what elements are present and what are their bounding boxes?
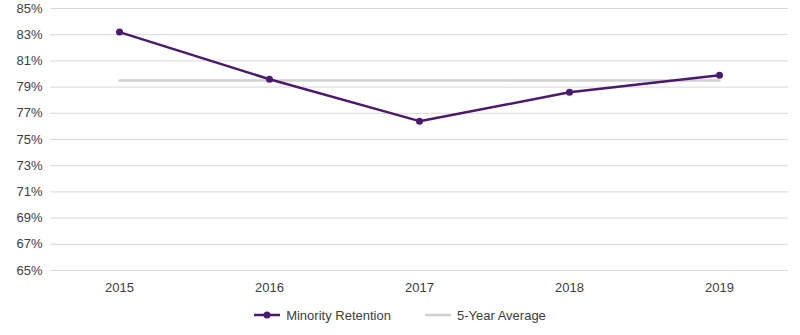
svg-text:69%: 69% bbox=[16, 210, 42, 225]
svg-text:81%: 81% bbox=[16, 53, 42, 68]
svg-text:2015: 2015 bbox=[105, 280, 134, 295]
svg-text:73%: 73% bbox=[16, 158, 42, 173]
svg-text:85%: 85% bbox=[16, 1, 42, 16]
svg-text:71%: 71% bbox=[16, 184, 42, 199]
svg-text:2016: 2016 bbox=[255, 280, 284, 295]
svg-text:79%: 79% bbox=[16, 79, 42, 94]
svg-text:65%: 65% bbox=[16, 263, 42, 278]
svg-text:2019: 2019 bbox=[705, 280, 734, 295]
svg-text:2017: 2017 bbox=[405, 280, 434, 295]
html-text:5-Year Average: 5-Year Average bbox=[456, 307, 546, 323]
svg-text:83%: 83% bbox=[16, 27, 42, 42]
html-text:Minority Retention: Minority Retention bbox=[286, 307, 391, 323]
svg-text:77%: 77% bbox=[16, 105, 42, 120]
svg-text:75%: 75% bbox=[16, 132, 42, 147]
svg-text:67%: 67% bbox=[16, 236, 42, 251]
svg-text:2018: 2018 bbox=[555, 280, 584, 295]
